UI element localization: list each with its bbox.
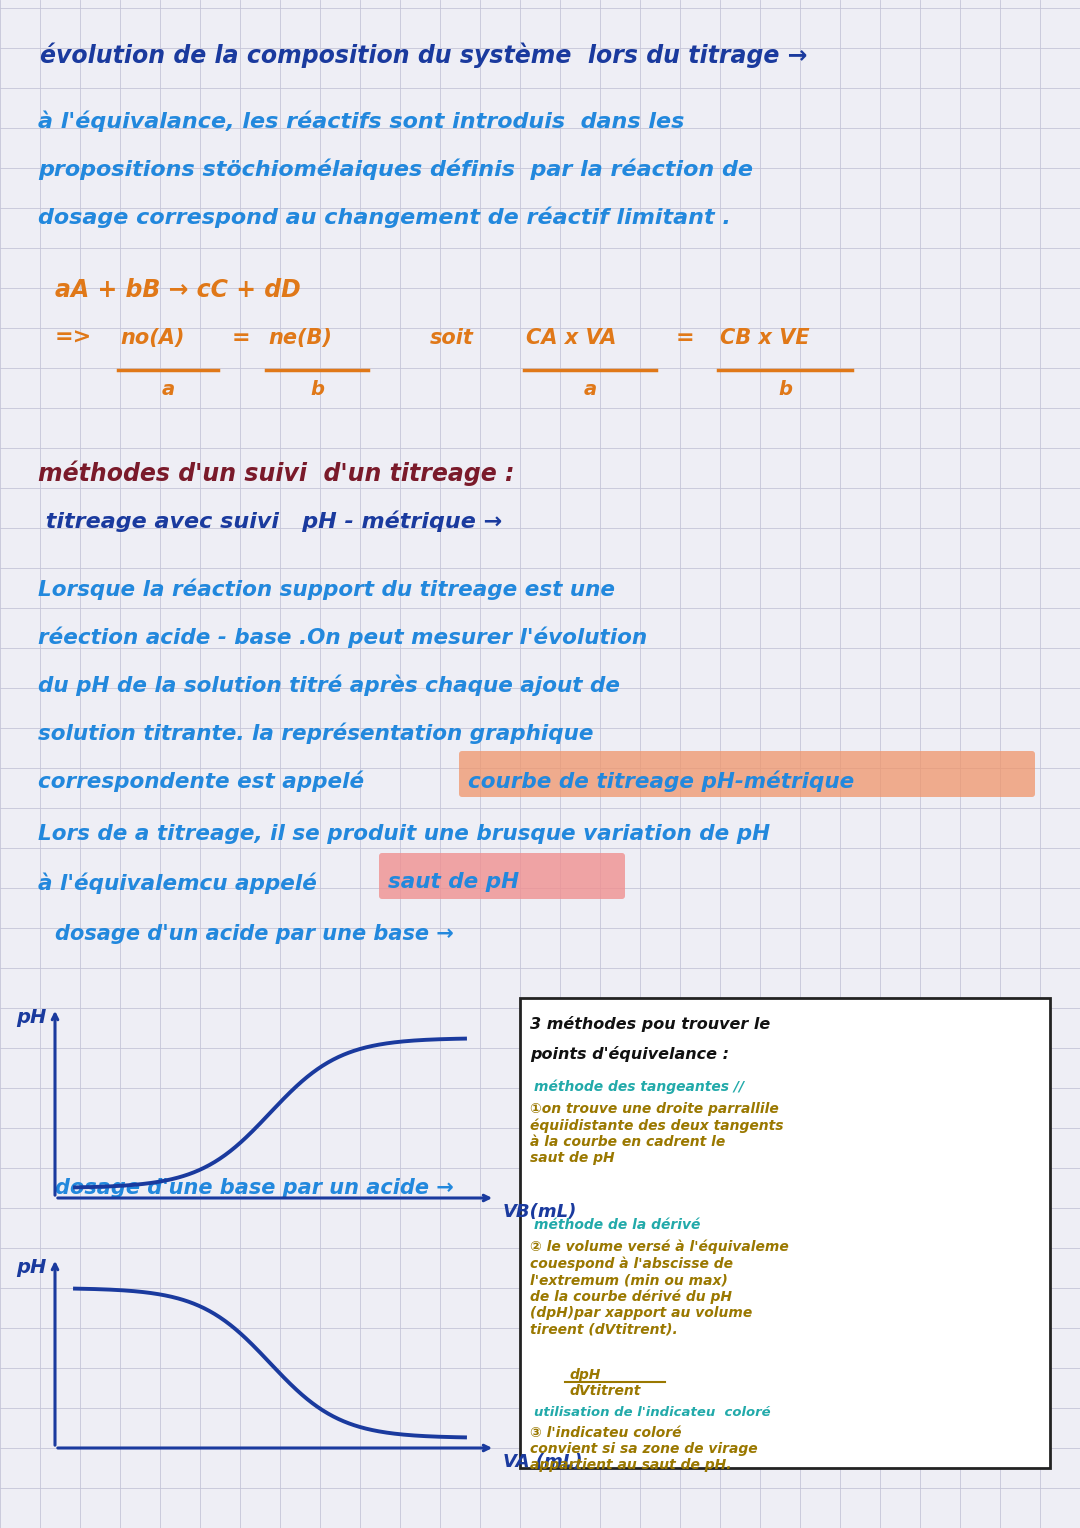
Text: pH: pH (16, 1008, 48, 1027)
Text: a: a (161, 380, 175, 399)
Text: CB x VE: CB x VE (720, 329, 810, 348)
Text: Lors de a titreage, il se produit une brusque variation de pH: Lors de a titreage, il se produit une br… (38, 824, 770, 843)
Text: b: b (310, 380, 324, 399)
Text: a: a (583, 380, 596, 399)
Text: méthode des tangeantes //: méthode des tangeantes // (534, 1080, 744, 1094)
Text: ne(B): ne(B) (268, 329, 332, 348)
Text: propositions stöchiomélaiques définis  par la réaction de: propositions stöchiomélaiques définis pa… (38, 157, 753, 179)
Text: dosage d'un acide par une base →: dosage d'un acide par une base → (55, 924, 454, 944)
Text: à l'équivalance, les réactifs sont introduis  dans les: à l'équivalance, les réactifs sont intro… (38, 110, 685, 131)
Text: VA (mL): VA (mL) (503, 1453, 582, 1471)
Text: titreage avec suivi   pH - métrique →: titreage avec suivi pH - métrique → (38, 510, 502, 532)
Text: correspondente est appelé: correspondente est appelé (38, 770, 379, 792)
Text: Lorsque la réaction support du titreage est une: Lorsque la réaction support du titreage … (38, 578, 615, 599)
Text: dosage correspond au changement de réactif limitant .: dosage correspond au changement de réact… (38, 206, 731, 228)
Text: méthodes d'un suivi  d'un titreage :: méthodes d'un suivi d'un titreage : (38, 460, 514, 486)
Text: =: = (232, 329, 251, 348)
Text: CA x VA: CA x VA (526, 329, 617, 348)
Text: no(A): no(A) (120, 329, 185, 348)
Text: dosage d'une base par un acide →: dosage d'une base par un acide → (55, 1178, 454, 1198)
Text: ①on trouve une droite parrallile
équiidistante des deux tangents
à la courbe en : ①on trouve une droite parrallile équiidi… (530, 1102, 783, 1166)
Text: ③ l'indicateu coloré
convient si sa zone de virage
appartient au saut de pH.: ③ l'indicateu coloré convient si sa zone… (530, 1426, 758, 1473)
FancyBboxPatch shape (379, 853, 625, 898)
Text: dpH: dpH (570, 1368, 602, 1381)
Text: VB(mL): VB(mL) (503, 1203, 578, 1221)
Text: méthode de la dérivé: méthode de la dérivé (534, 1218, 700, 1232)
Text: dVtitrent: dVtitrent (570, 1384, 642, 1398)
Text: points d'équivelance :: points d'équivelance : (530, 1047, 729, 1062)
Text: 3 méthodes pou trouver le: 3 méthodes pou trouver le (530, 1016, 770, 1031)
Text: ② le volume versé à l'équivaleme
couespond à l'abscisse de
l'extremum (min ou ma: ② le volume versé à l'équivaleme couespo… (530, 1241, 788, 1337)
Text: solution titrante. la représentation graphique: solution titrante. la représentation gra… (38, 723, 594, 744)
FancyBboxPatch shape (459, 750, 1035, 798)
Text: saut de pH: saut de pH (388, 872, 519, 892)
Text: b: b (778, 380, 792, 399)
Text: à l'équivalemcu appelé: à l'équivalemcu appelé (38, 872, 332, 894)
Text: courbe de titreage pH-métrique: courbe de titreage pH-métrique (468, 770, 854, 792)
Text: réection acide - base .On peut mesurer l'évolution: réection acide - base .On peut mesurer l… (38, 626, 647, 648)
Text: utilisation de l'indicateu  coloré: utilisation de l'indicateu coloré (534, 1406, 771, 1420)
FancyBboxPatch shape (519, 998, 1050, 1468)
Text: =: = (676, 329, 694, 348)
Text: pH: pH (16, 1258, 48, 1277)
Text: évolution de la composition du système  lors du titrage →: évolution de la composition du système l… (40, 41, 808, 67)
Text: aA + bB → cC + dD: aA + bB → cC + dD (55, 278, 300, 303)
Text: soit: soit (430, 329, 474, 348)
Text: du pH de la solution titré après chaque ajout de: du pH de la solution titré après chaque … (38, 674, 620, 695)
Text: =>: => (55, 329, 92, 348)
